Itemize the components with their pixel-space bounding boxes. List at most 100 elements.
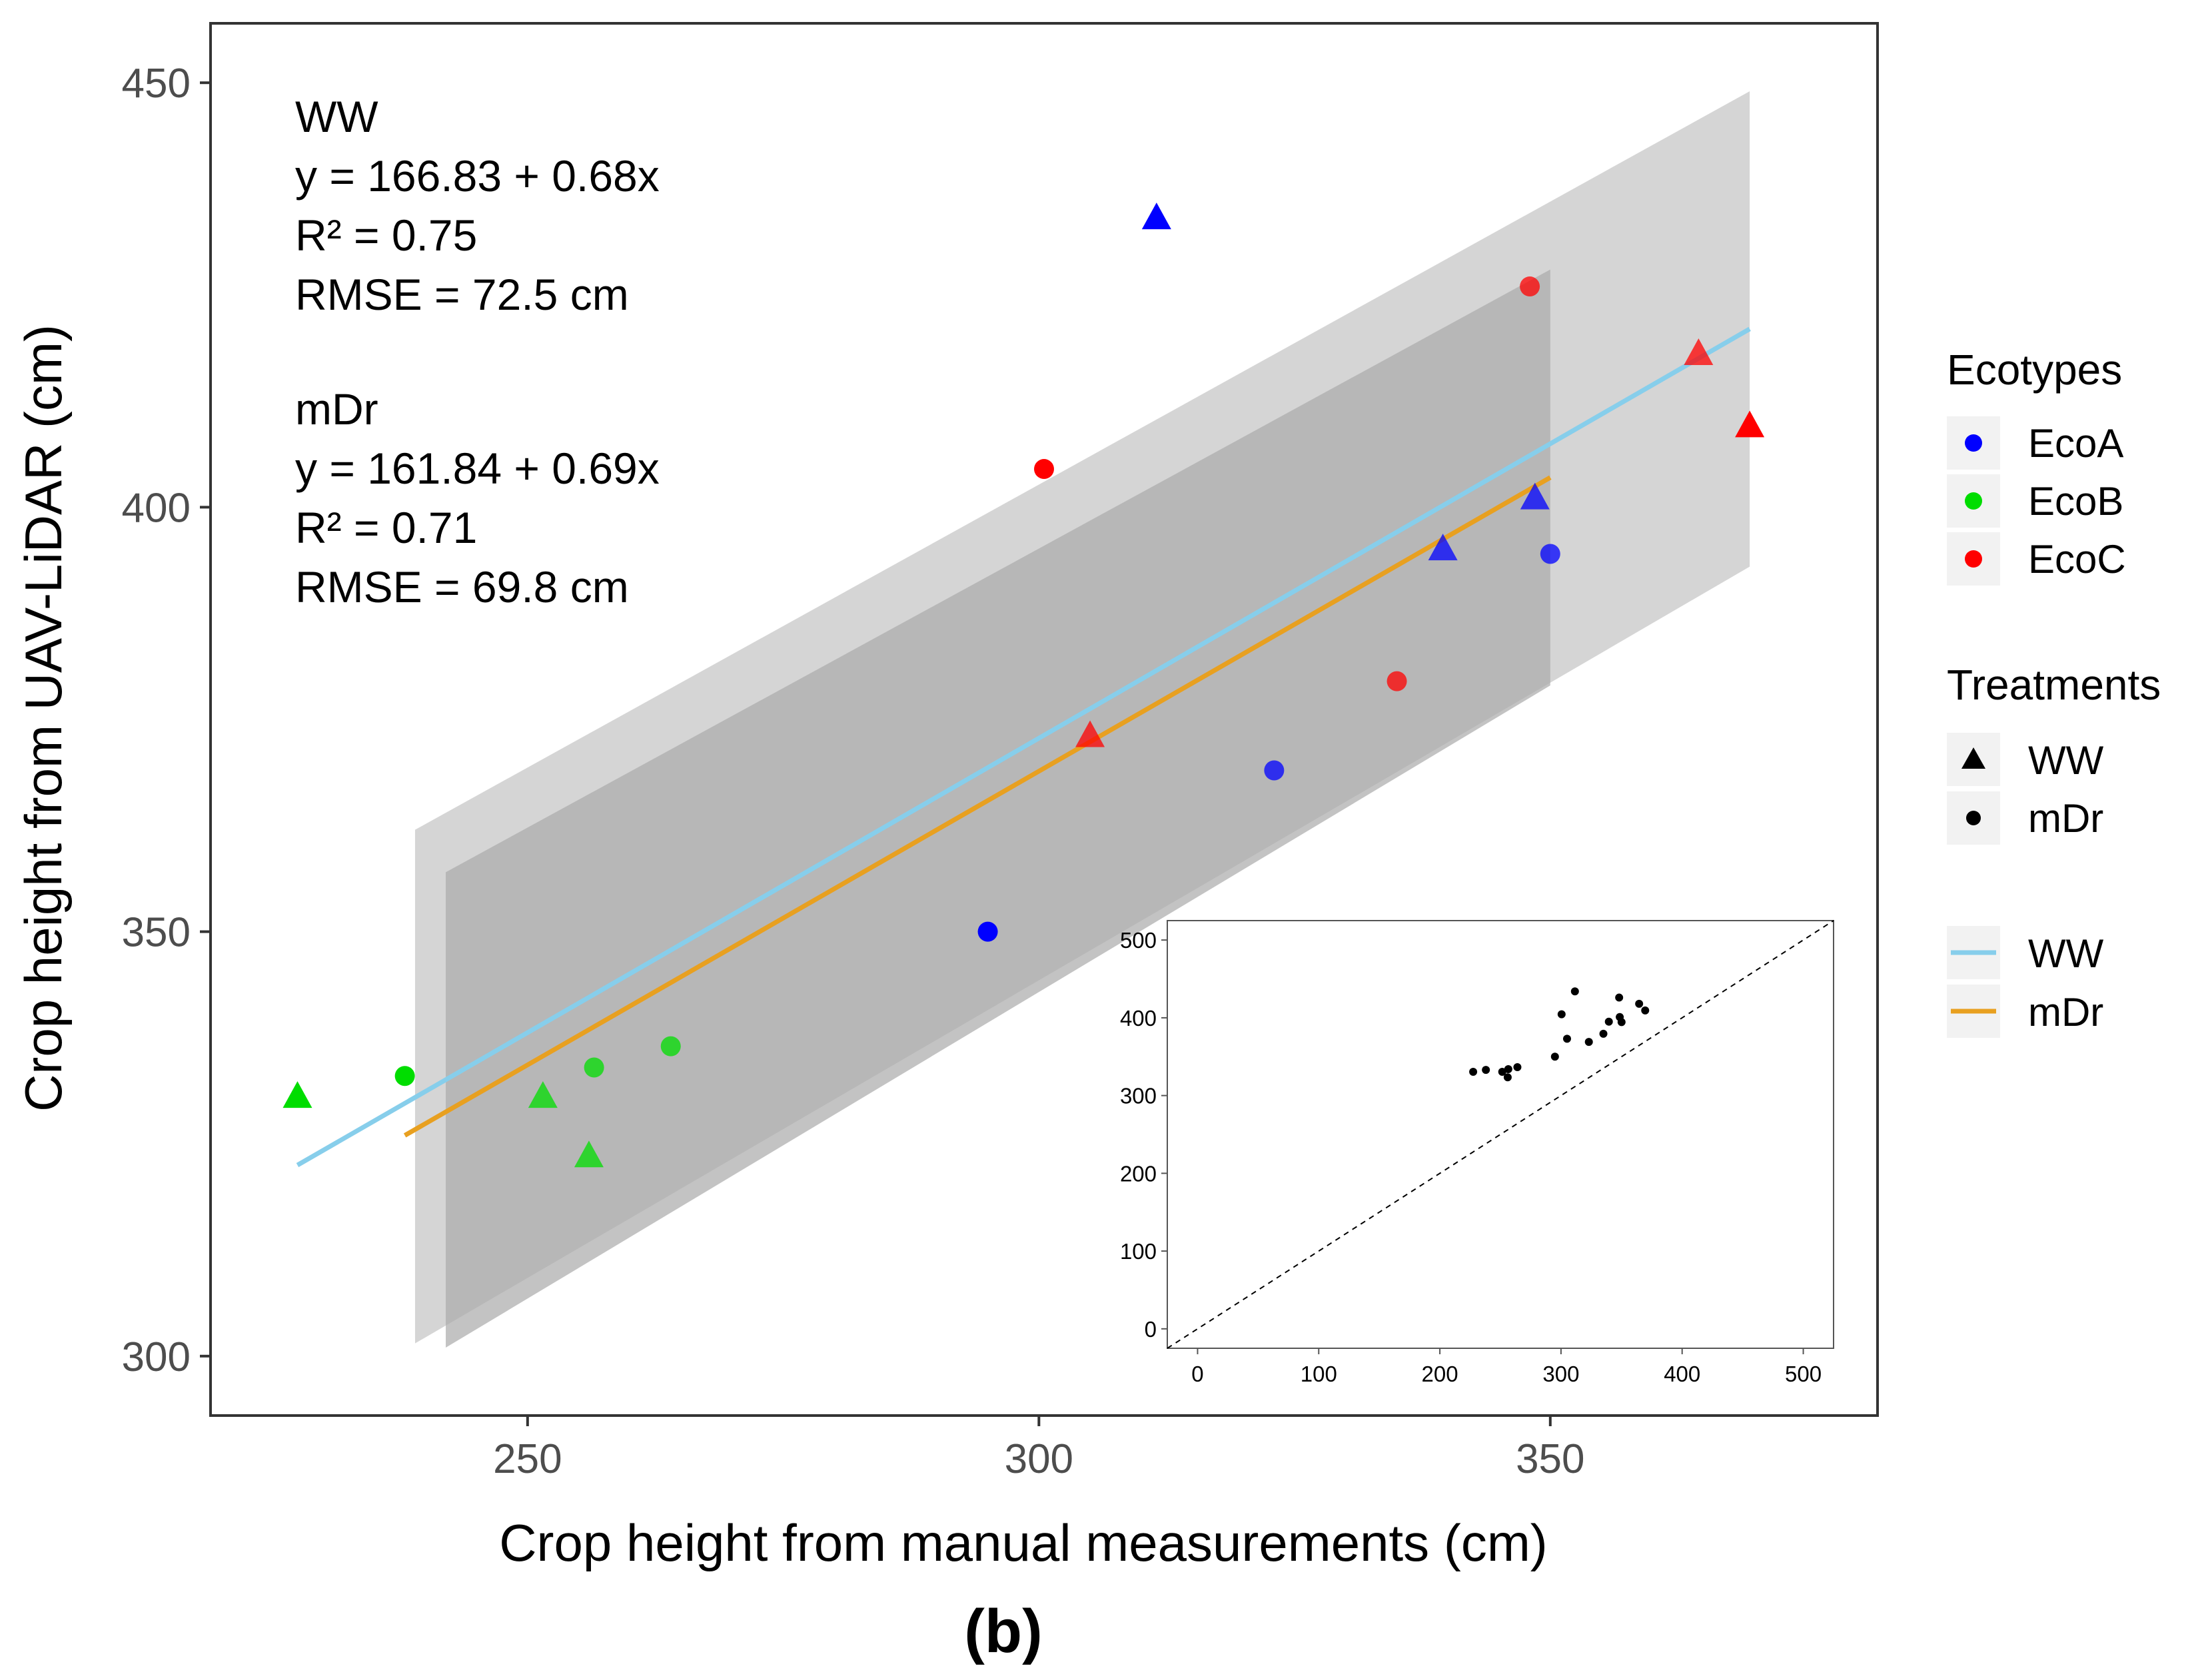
inset-plot-panel: 0 100 200 300 400 500 0 100 200 300 400 500 [1120,920,1834,1386]
inset-x-tick-label: 500 [1785,1362,1822,1386]
legend-ecoc-swatch [1965,550,1982,568]
point-ecob-ww [574,1140,604,1168]
y-axis-title: Crop height from UAV-LiDAR (cm) [14,324,73,1112]
inset-x-tick-label: 0 [1191,1362,1203,1386]
equation-block-mdr: mDr y = 161.84 + 0.69x R² = 0.71 RMSE = … [295,384,660,612]
point-ecoa-mdr [1540,544,1560,564]
figure-caption: (b) [964,1597,1042,1665]
point-ecoa-mdr [1264,760,1285,781]
legend-ecoc-label: EcoC [2028,537,2126,582]
annotation-ww-r2: R² = 0.75 [295,210,477,260]
inset-y-tick-label: 100 [1120,1239,1157,1264]
legend-ecotypes-title: Ecotypes [1947,346,2122,394]
x-axis-title: Crop height from manual measurements (cm… [499,1513,1548,1572]
inset-x-tick-label: 300 [1542,1362,1579,1386]
point-ecob-mdr [660,1036,681,1056]
y-tick-label: 450 [122,61,191,107]
point-ecoa-ww [1520,482,1550,510]
main-plot-panel: 250 300 350 300 350 400 450 [122,22,1879,1482]
inset-point [1599,1029,1608,1038]
annotation-mdr-rmse: RMSE = 69.8 cm [295,562,629,612]
y-tick-label: 300 [122,1334,191,1380]
legend-treatment-ww-label: WW [2028,738,2104,783]
equation-block-ww: WW y = 166.83 + 0.68x R² = 0.75 RMSE = 7… [295,92,660,319]
x-tick-label: 350 [1516,1436,1584,1482]
inset-point [1617,1018,1626,1027]
legend-line-mdr-label: mDr [2028,990,2103,1035]
annotation-mdr-equation: y = 161.84 + 0.69x [295,444,660,493]
inset-x-tick-label: 100 [1301,1362,1337,1386]
inset-point [1641,1006,1650,1015]
annotation-ww-title: WW [295,92,378,141]
fit-lines [296,326,1751,1168]
inset-y-tick-label: 200 [1120,1161,1157,1186]
inset-point [1469,1068,1478,1076]
x-axis-ticks: 250 300 350 [493,1416,1585,1482]
annotation-mdr-r2: R² = 0.71 [295,503,477,552]
confidence-bands [414,91,1750,1348]
point-ecob-mdr [394,1066,415,1086]
inset-point [1498,1068,1506,1076]
inset-point [1504,1064,1512,1073]
point-ecoc-mdr [1034,459,1054,480]
inset-point [1557,1010,1566,1019]
inset-point [1503,1073,1512,1082]
point-ecob-mdr [584,1057,604,1078]
point-ecoc-ww [1735,410,1765,438]
legend-mdr-dot-swatch [1966,811,1981,825]
inset-point [1513,1063,1522,1072]
annotation-mdr-title: mDr [295,384,378,434]
legend-line-ww-label: WW [2028,931,2104,976]
fit-line-mdr [403,475,1552,1138]
legend-treatment-mdr-label: mDr [2028,796,2103,841]
plot-border [209,22,1879,1417]
point-ecob-ww [528,1081,558,1108]
y-axis-ticks: 300 350 400 450 [122,61,211,1380]
legend-treatments: Treatments WW mDr [1947,661,2161,845]
inset-y-tick-label: 500 [1120,928,1157,953]
inset-point [1570,987,1579,996]
ci-band-mdr [446,269,1550,1348]
point-ecoc-mdr [1520,276,1540,297]
annotation-ww-rmse: RMSE = 72.5 cm [295,270,629,319]
y-tick-label: 400 [122,485,191,531]
inset-x-tick-label: 400 [1664,1362,1700,1386]
inset-y-tick-label: 0 [1145,1317,1157,1342]
point-ecoa-ww [1141,203,1171,230]
point-ecoc-ww [1684,338,1714,366]
legend-treatments-title: Treatments [1947,661,2161,709]
inset-point [1563,1035,1571,1043]
inset-point [1550,1052,1559,1061]
x-tick-label: 250 [493,1436,562,1482]
annotation-ww-equation: y = 166.83 + 0.68x [295,151,660,201]
inset-x-tick-label: 200 [1422,1362,1458,1386]
inset-reference-line [1167,920,1834,1349]
data-points [282,203,1765,1168]
inset-y-axis-ticks: 0 100 200 300 400 500 [1120,928,1167,1342]
legend-ecotypes: Ecotypes EcoA EcoB EcoC [1947,346,2126,586]
legend-ww-triangle-swatch [1961,747,1985,769]
inset-data-points [1469,987,1650,1082]
inset-x-axis-ticks: 0 100 200 300 400 500 [1191,1348,1822,1386]
legend-ecob-label: EcoB [2028,479,2123,524]
inset-point [1584,1038,1593,1047]
inset-point [1615,993,1624,1002]
inset-point [1604,1017,1613,1026]
inset-y-tick-label: 400 [1120,1006,1157,1031]
legend-ecoa-swatch [1965,434,1982,452]
x-tick-label: 300 [1005,1436,1073,1482]
legend-lines: WW mDr [1947,926,2104,1038]
inset-point [1635,999,1644,1008]
inset-y-tick-label: 300 [1120,1084,1157,1108]
point-ecob-ww [282,1081,312,1108]
point-ecoc-ww [1075,720,1105,747]
legend-ecob-swatch [1965,492,1982,510]
point-ecoc-mdr [1386,671,1407,691]
point-ecoa-mdr [977,921,998,942]
point-ecoa-ww [1428,534,1458,561]
y-tick-label: 350 [122,910,191,956]
inset-point [1482,1066,1490,1074]
legend-ecoa-label: EcoA [2028,421,2123,466]
fit-line-ww [296,326,1751,1168]
